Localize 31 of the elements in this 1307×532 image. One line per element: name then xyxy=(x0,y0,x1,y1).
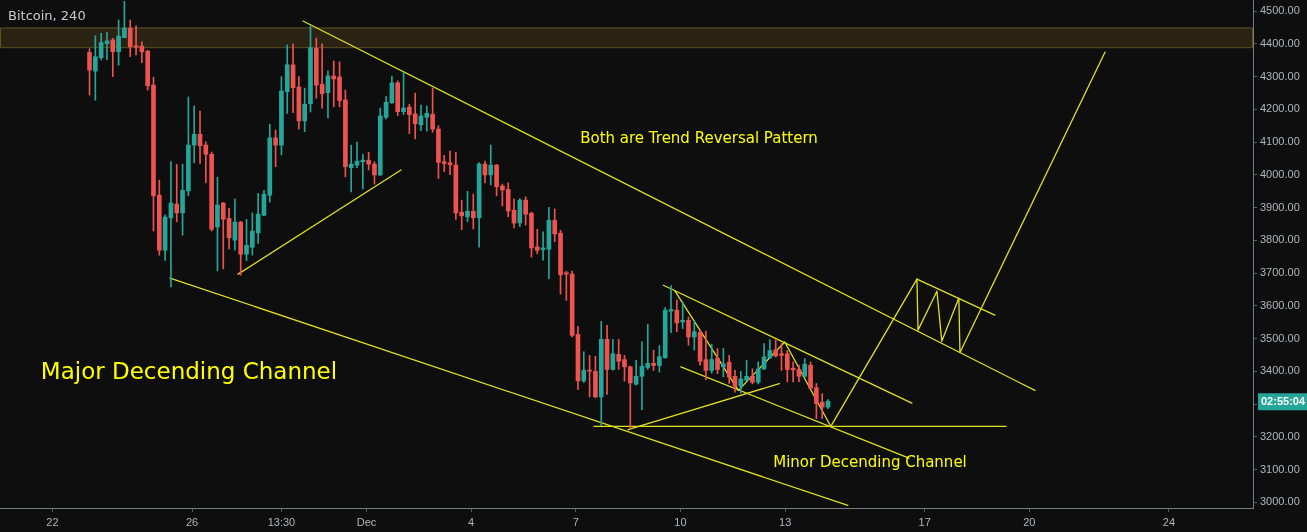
text: 02:55:04 xyxy=(1261,395,1306,408)
y-tick-label: 3700.00 xyxy=(1260,266,1300,279)
annotation: Minor Decending Channel xyxy=(773,452,967,471)
x-tick-label: 20 xyxy=(1023,515,1036,528)
x-tick-label: 10 xyxy=(674,515,687,528)
y-tick-label: 3800.00 xyxy=(1260,233,1300,246)
y-tick-label: 4500.00 xyxy=(1260,4,1300,17)
y-tick-label: 3900.00 xyxy=(1260,200,1300,213)
y-tick-label: 3400.00 xyxy=(1260,364,1300,377)
y-tick-label: 3000.00 xyxy=(1260,495,1300,508)
y-tick-label: 4000.00 xyxy=(1260,167,1300,180)
y-tick-label: 4200.00 xyxy=(1260,102,1300,115)
x-tick-label: 22 xyxy=(46,515,59,528)
y-tick-label: 4300.00 xyxy=(1260,69,1300,82)
y-tick-label: 3200.00 xyxy=(1260,429,1300,442)
y-tick-label: 3600.00 xyxy=(1260,298,1300,311)
y-tick-label: 3100.00 xyxy=(1260,462,1300,475)
y-tick-label: 4400.00 xyxy=(1260,36,1300,49)
x-tick-label: 17 xyxy=(918,515,931,528)
x-tick-label: 4 xyxy=(468,515,475,528)
x-tick-label: Dec xyxy=(356,515,377,528)
x-tick-label: 13 xyxy=(779,515,792,528)
x-tick-label: 24 xyxy=(1162,515,1176,528)
annotation: Major Decending Channel xyxy=(40,357,338,384)
x-tick-label: 13:30 xyxy=(267,515,296,528)
x-tick-label: 26 xyxy=(185,515,199,528)
annotation: Both are Trend Reversal Pattern xyxy=(580,128,818,147)
y-tick-label: 4100.00 xyxy=(1260,135,1300,148)
text: Bitcoin, 240 xyxy=(8,8,86,24)
x-tick-label: 7 xyxy=(572,515,579,528)
y-tick-label: 3500.00 xyxy=(1260,331,1300,344)
